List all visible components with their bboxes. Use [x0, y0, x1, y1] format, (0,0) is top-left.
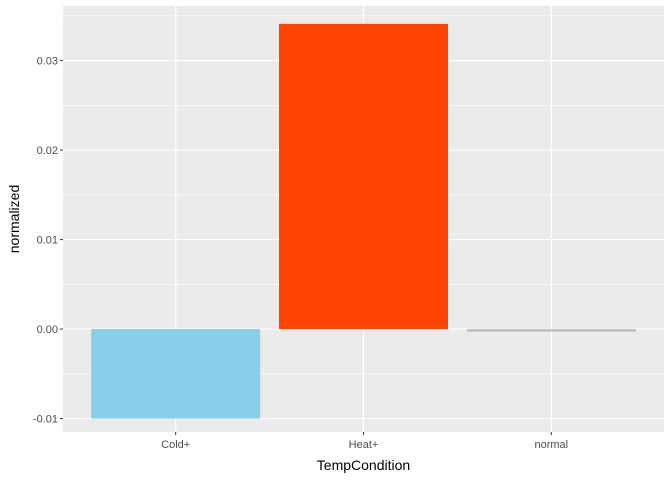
y-tick-label: 0.03	[37, 56, 58, 68]
y-tick-label: 0.00	[37, 324, 58, 336]
x-tick-label: Heat+	[349, 439, 379, 451]
y-tick-label: 0.01	[37, 235, 58, 247]
y-tick-label: 0.02	[37, 145, 58, 157]
x-tick-label: normal	[535, 439, 569, 451]
bar-heat	[278, 23, 449, 330]
y-axis-ticks: -0.01 0.00 0.01 0.02 0.03	[33, 56, 63, 426]
y-axis-title: normalized	[6, 185, 22, 253]
x-axis-ticks: Cold+ Heat+ normal	[161, 432, 568, 451]
x-axis-title: TempCondition	[317, 457, 410, 473]
y-tick-label: -0.01	[33, 414, 58, 426]
x-tick-label: Cold+	[161, 439, 190, 451]
bar-cold	[91, 329, 261, 419]
bars	[91, 23, 636, 419]
bar-normal	[466, 329, 636, 332]
